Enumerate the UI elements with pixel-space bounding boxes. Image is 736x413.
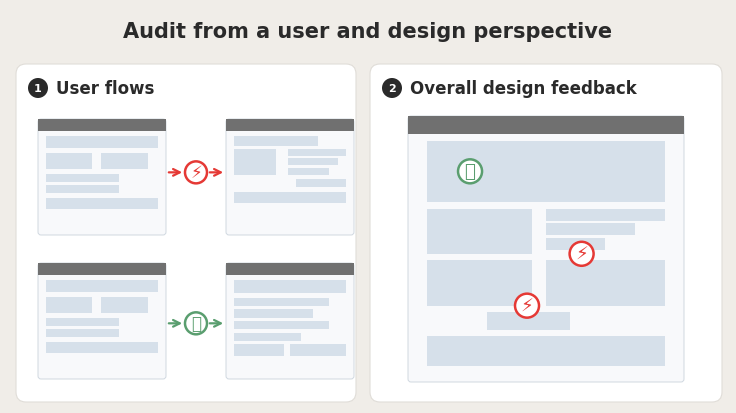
Text: ⚡: ⚡ <box>190 164 202 182</box>
Bar <box>46 297 92 313</box>
Bar <box>428 209 531 254</box>
Bar <box>38 120 166 131</box>
Circle shape <box>185 162 207 184</box>
Bar <box>288 169 329 175</box>
Bar <box>234 137 318 146</box>
Bar <box>546 261 665 306</box>
Bar <box>234 150 277 175</box>
Bar <box>428 337 665 366</box>
Bar <box>102 297 148 313</box>
Bar <box>46 318 119 326</box>
Bar <box>288 150 347 157</box>
Bar <box>234 310 313 318</box>
Circle shape <box>458 160 482 184</box>
Text: User flows: User flows <box>56 80 155 98</box>
FancyBboxPatch shape <box>38 263 166 379</box>
Bar <box>46 153 92 169</box>
Bar <box>408 117 684 135</box>
Circle shape <box>185 313 207 335</box>
FancyBboxPatch shape <box>38 120 166 235</box>
Text: 👍: 👍 <box>191 315 201 332</box>
Bar <box>46 186 119 194</box>
Bar <box>46 137 158 149</box>
Bar <box>46 342 158 354</box>
Bar <box>38 263 166 275</box>
FancyBboxPatch shape <box>16 65 356 402</box>
Text: ⚡: ⚡ <box>575 245 588 263</box>
Bar <box>546 223 635 236</box>
Text: ⚡: ⚡ <box>520 297 534 315</box>
Bar <box>546 238 605 250</box>
Bar <box>226 120 354 131</box>
Circle shape <box>570 242 594 266</box>
Bar <box>226 263 354 275</box>
Bar <box>234 333 301 341</box>
Bar <box>486 313 570 330</box>
FancyBboxPatch shape <box>408 117 684 382</box>
Text: 2: 2 <box>388 84 396 94</box>
Bar <box>234 321 330 329</box>
Bar <box>296 180 347 188</box>
Bar <box>46 281 158 292</box>
Circle shape <box>515 294 539 318</box>
Text: 1: 1 <box>34 84 42 94</box>
Bar <box>546 209 665 221</box>
Text: Overall design feedback: Overall design feedback <box>410 80 637 98</box>
Bar <box>46 198 158 210</box>
Bar <box>234 281 347 294</box>
Bar <box>234 192 347 203</box>
Text: 👍: 👍 <box>464 163 475 181</box>
Bar <box>288 159 338 166</box>
Circle shape <box>382 79 402 99</box>
FancyBboxPatch shape <box>226 120 354 235</box>
FancyBboxPatch shape <box>226 263 354 379</box>
Bar <box>428 141 665 202</box>
Bar <box>290 344 347 356</box>
FancyBboxPatch shape <box>370 65 722 402</box>
Bar <box>234 344 284 356</box>
Bar <box>102 153 148 169</box>
Bar <box>428 261 531 306</box>
Circle shape <box>28 79 48 99</box>
Bar <box>46 174 119 182</box>
Bar <box>46 329 119 337</box>
Bar <box>234 298 330 306</box>
Text: Audit from a user and design perspective: Audit from a user and design perspective <box>124 22 612 42</box>
